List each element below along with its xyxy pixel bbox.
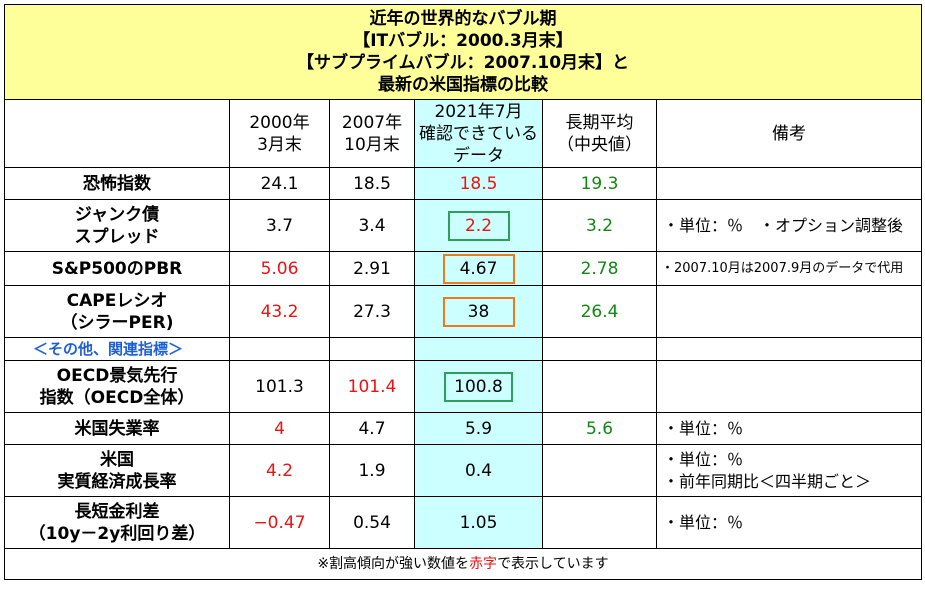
row-label-fear: 恐怖指数 <box>4 167 230 200</box>
cell-gdp-2021: 0.4 <box>414 444 543 497</box>
cell-fear-2021: 18.5 <box>414 167 543 200</box>
highlight-box: 4.67 <box>442 253 515 284</box>
cell-cape-avg: 26.4 <box>542 285 657 338</box>
cell-spread-2000: −0.47 <box>229 496 330 549</box>
cell-fear-2007: 18.5 <box>329 167 415 200</box>
cell-fear-note <box>656 167 922 200</box>
table-row: 恐怖指数 24.1 18.5 18.5 19.3 <box>4 167 922 200</box>
header-2007: 2007年 10月末 <box>329 99 415 168</box>
comparison-table: 近年の世界的なバブル期 【ITバブル：2000.3月末】 【サブプライムバブル：… <box>4 4 922 580</box>
row-label-cape: CAPEレシオ （シラーPER) <box>4 285 230 338</box>
cell-gdp-avg <box>542 444 657 497</box>
highlight-box: 2.2 <box>447 210 510 241</box>
section-label: ＜その他、関連指標＞ <box>4 337 230 361</box>
cell-spread-2021: 1.05 <box>414 496 543 549</box>
row-label-oecd: OECD景気先行 指数（OECD全体） <box>4 360 230 413</box>
cell-fear-avg: 19.3 <box>542 167 657 200</box>
header-2021: 2021年7月 確認できている データ <box>414 99 543 168</box>
table-row: ＜その他、関連指標＞ <box>4 337 922 361</box>
table-row: 米国 実質経済成長率 4.2 1.9 0.4 ・単位：％ ・前年同期比＜四半期ご… <box>4 444 922 497</box>
table-title: 近年の世界的なバブル期 【ITバブル：2000.3月末】 【サブプライムバブル：… <box>4 4 922 100</box>
cell-junk-avg: 3.2 <box>542 199 657 252</box>
cell-gdp-2007: 1.9 <box>329 444 415 497</box>
cell-junk-2000: 3.7 <box>229 199 330 252</box>
cell-pbr-2000: 5.06 <box>229 251 330 286</box>
header-blank <box>4 99 230 168</box>
cell-unemp-note: ・単位：％ <box>656 412 922 445</box>
cell-oecd-2007: 101.4 <box>329 360 415 413</box>
row-label-junk: ジャンク債 スプレッド <box>4 199 230 252</box>
row-label-gdp: 米国 実質経済成長率 <box>4 444 230 497</box>
table-footer: ※割高傾向が強い数値を赤字で表示しています <box>4 548 922 580</box>
cell-oecd-2000: 101.3 <box>229 360 330 413</box>
title-line-3: 【サブプライムバブル：2007.10月末】と <box>296 53 630 73</box>
table-row: OECD景気先行 指数（OECD全体） 101.3 101.4 100.8 <box>4 360 922 413</box>
title-line-1: 近年の世界的なバブル期 <box>369 9 557 29</box>
cell-gdp-2000: 4.2 <box>229 444 330 497</box>
row-label-unemployment: 米国失業率 <box>4 412 230 445</box>
cell-unemp-2000: 4 <box>229 412 330 445</box>
header-average: 長期平均 （中央値） <box>542 99 657 168</box>
header-2000: 2000年 3月末 <box>229 99 330 168</box>
cell-spread-note: ・単位：％ <box>656 496 922 549</box>
row-label-spread: 長短金利差 （10y－2y利回り差） <box>4 496 230 549</box>
cell-junk-note: ・単位：％ ・オプション調整後 <box>656 199 922 252</box>
header-notes: 備考 <box>656 99 922 168</box>
cell-cape-2021: 38 <box>414 285 543 338</box>
cell-unemp-2007: 4.7 <box>329 412 415 445</box>
table-row: CAPEレシオ （シラーPER) 43.2 27.3 38 26.4 <box>4 285 922 338</box>
highlight-box: 100.8 <box>444 371 513 402</box>
cell-spread-2007: 0.54 <box>329 496 415 549</box>
cell-pbr-avg: 2.78 <box>542 251 657 286</box>
cell-oecd-avg <box>542 360 657 413</box>
footer-note: ※割高傾向が強い数値を赤字で表示しています <box>4 548 922 580</box>
cell-unemp-avg: 5.6 <box>542 412 657 445</box>
title-line-4: 最新の米国指標の比較 <box>378 75 548 95</box>
highlight-box: 38 <box>442 296 515 327</box>
table-row: 米国失業率 4 4.7 5.9 5.6 ・単位：％ <box>4 412 922 445</box>
title-line-2: 【ITバブル：2000.3月末】 <box>353 31 573 51</box>
cell-gdp-note: ・単位：％ ・前年同期比＜四半期ごと＞ <box>656 444 922 497</box>
cell-junk-2021: 2.2 <box>414 199 543 252</box>
row-label-pbr: S&P500のPBR <box>4 251 230 286</box>
table-row: 長短金利差 （10y－2y利回り差） −0.47 0.54 1.05 ・単位：％ <box>4 496 922 549</box>
table-row: S&P500のPBR 5.06 2.91 4.67 2.78 ・2007.10月… <box>4 251 922 286</box>
cell-cape-2000: 43.2 <box>229 285 330 338</box>
cell-spread-avg <box>542 496 657 549</box>
table-row: ジャンク債 スプレッド 3.7 3.4 2.2 3.2 ・単位：％ ・オプション… <box>4 199 922 252</box>
cell-unemp-2021: 5.9 <box>414 412 543 445</box>
cell-cape-2007: 27.3 <box>329 285 415 338</box>
cell-fear-2000: 24.1 <box>229 167 330 200</box>
cell-pbr-2021: 4.67 <box>414 251 543 286</box>
cell-pbr-note: ・2007.10月は2007.9月のデータで代用 <box>656 251 922 286</box>
cell-oecd-note <box>656 360 922 413</box>
cell-pbr-2007: 2.91 <box>329 251 415 286</box>
cell-cape-note <box>656 285 922 338</box>
cell-oecd-2021: 100.8 <box>414 360 543 413</box>
cell-junk-2007: 3.4 <box>329 199 415 252</box>
